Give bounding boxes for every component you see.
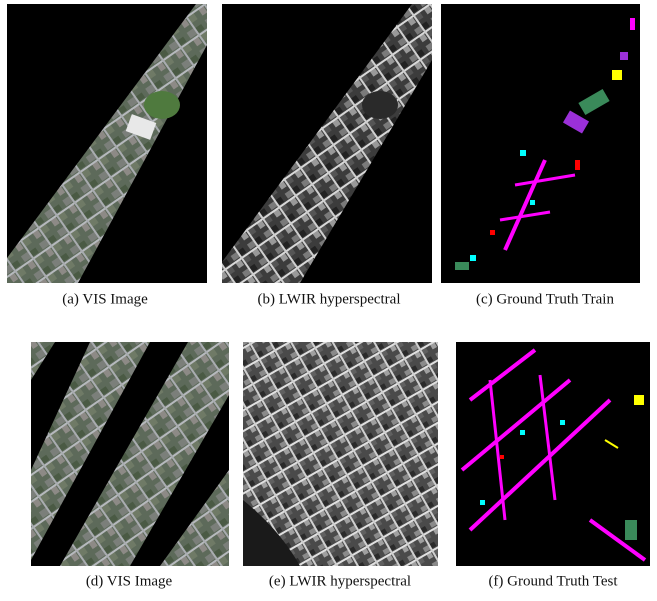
caption: (e) LWIR hyperspectral [269,573,411,589]
panel-f [456,342,650,566]
figure: (a) VIS Image (b) LWIR hyperspectral (c)… [0,0,657,601]
caption: (a) VIS Image [62,291,148,307]
panel-e [243,342,438,566]
panel-c [441,4,640,283]
page: (a) VIS Image (b) LWIR hyperspectral (c)… [0,0,657,601]
caption: (d) VIS Image [86,573,173,589]
caption: (c) Ground Truth Train [476,291,614,307]
caption: (b) LWIR hyperspectral [258,291,401,307]
caption: (f) Ground Truth Test [488,573,618,589]
panel-b [222,4,432,283]
panel-d [31,342,229,566]
panel-a [7,4,207,283]
